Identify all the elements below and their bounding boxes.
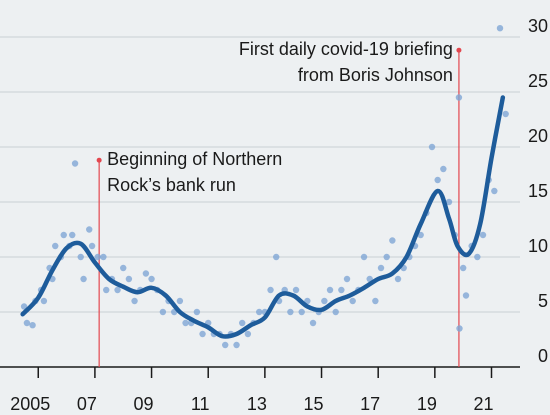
data-point <box>120 264 127 272</box>
data-point <box>338 286 345 294</box>
data-point <box>309 319 317 327</box>
x-tick-label: 07 <box>77 394 97 414</box>
x-tick-label: 13 <box>247 394 267 414</box>
y-tick-label: 25 <box>528 71 548 91</box>
data-point <box>80 275 87 283</box>
data-point <box>94 253 101 261</box>
annotation-text: First daily covid-19 briefing <box>239 39 453 59</box>
data-point <box>88 242 96 250</box>
data-point <box>332 308 339 316</box>
data-point <box>479 231 487 239</box>
data-point <box>440 165 447 173</box>
data-point <box>131 297 138 305</box>
data-point <box>292 286 300 294</box>
x-tick-label: 17 <box>360 394 380 414</box>
data-point <box>114 286 121 294</box>
x-tick-label: 2005 <box>10 394 50 414</box>
annotation-text: from Boris Johnson <box>298 65 453 85</box>
data-point <box>77 253 84 261</box>
y-tick-label: 15 <box>528 181 548 201</box>
data-point <box>287 308 294 316</box>
data-point <box>52 242 59 250</box>
data-point <box>159 308 167 316</box>
data-point <box>462 292 470 299</box>
x-tick-label: 11 <box>191 394 210 414</box>
data-point <box>417 231 424 239</box>
data-point <box>148 275 155 283</box>
data-point <box>321 297 328 305</box>
annotation-text: Beginning of Northern <box>107 149 282 169</box>
data-point <box>199 330 206 338</box>
data-point <box>71 160 79 167</box>
data-point <box>491 187 498 195</box>
annotation-dot <box>96 157 102 163</box>
y-tick-label: 0 <box>538 346 548 366</box>
x-tick-label: 19 <box>417 394 437 414</box>
y-tick-label: 20 <box>528 126 548 146</box>
data-point <box>273 253 280 261</box>
data-point <box>125 275 133 283</box>
data-point <box>176 297 184 305</box>
data-point <box>389 237 396 244</box>
data-point <box>455 94 463 101</box>
data-point <box>142 270 150 277</box>
data-point <box>496 25 504 32</box>
trend-line <box>20 95 506 339</box>
data-point <box>502 110 509 118</box>
data-point <box>445 198 453 206</box>
data-point <box>267 286 274 294</box>
data-point <box>40 297 48 305</box>
data-point <box>182 319 189 327</box>
data-point <box>103 286 110 294</box>
annotation-dot <box>456 47 462 53</box>
data-point <box>372 297 379 305</box>
data-point <box>459 264 467 272</box>
x-tick-label: 15 <box>304 394 324 414</box>
data-point <box>474 253 481 261</box>
data-point <box>428 143 436 151</box>
data-point <box>326 286 334 294</box>
data-point <box>29 322 36 329</box>
data-point <box>239 319 246 327</box>
y-tick-label: 5 <box>538 291 548 311</box>
data-point <box>20 303 28 310</box>
data-point <box>23 319 31 327</box>
data-point <box>349 297 356 305</box>
data-point <box>377 264 385 272</box>
data-point <box>394 275 402 283</box>
data-point <box>233 341 240 349</box>
data-point <box>69 231 76 239</box>
data-point <box>434 176 441 184</box>
data-point <box>343 275 351 283</box>
x-tick-label: 09 <box>134 394 154 414</box>
data-point <box>304 297 311 305</box>
data-point <box>86 226 93 233</box>
data-point <box>100 253 107 261</box>
annotation-text: Rock’s bank run <box>107 175 236 195</box>
data-point <box>360 253 368 261</box>
x-tick-label: 21 <box>473 394 493 414</box>
data-point <box>383 253 390 261</box>
data-point <box>60 231 67 239</box>
data-point <box>193 308 201 316</box>
data-point <box>298 308 305 316</box>
data-point <box>222 341 229 349</box>
data-point <box>456 325 463 332</box>
y-tick-label: 30 <box>528 16 548 36</box>
data-point <box>244 330 252 338</box>
y-tick-label: 10 <box>528 236 548 256</box>
data-point <box>256 308 263 316</box>
